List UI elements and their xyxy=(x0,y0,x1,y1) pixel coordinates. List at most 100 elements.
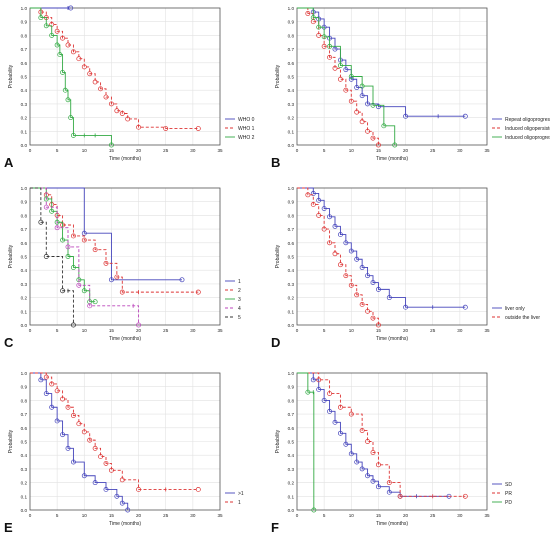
data-point xyxy=(60,237,66,243)
data-point xyxy=(43,204,49,210)
y-tick-label: 0.7 xyxy=(288,412,295,417)
x-tick-label: 10 xyxy=(349,513,355,518)
x-axis-label: Time (months) xyxy=(109,156,141,162)
data-point xyxy=(337,232,343,238)
data-point xyxy=(375,104,381,110)
x-axis-label: Time (months) xyxy=(376,336,408,342)
panel-B: 0.0 0.1 0.2 0.3 0.4 0.5 0.6 0.7 0.8 0.9 1.0 0 5 10 15 2… xyxy=(271,6,550,170)
y-tick-label: 0.3 xyxy=(21,467,28,472)
data-point xyxy=(332,65,338,71)
data-point xyxy=(68,115,74,121)
legend-label: outside the liver xyxy=(505,315,540,321)
x-tick-label: 15 xyxy=(109,328,115,333)
data-point xyxy=(103,260,109,266)
y-tick-label: 0.7 xyxy=(21,47,28,52)
data-point xyxy=(70,233,76,239)
data-point xyxy=(386,480,392,486)
data-point xyxy=(332,46,338,52)
data-point xyxy=(354,256,360,262)
data-point xyxy=(310,377,316,383)
series-line-3 xyxy=(30,187,96,303)
y-tick-label: 0.3 xyxy=(288,282,295,287)
panel-letter: B xyxy=(271,155,280,170)
data-point xyxy=(54,219,60,225)
y-tick-label: 0.9 xyxy=(288,200,295,205)
y-tick-label: 0.6 xyxy=(21,426,28,431)
legend-label: 1 xyxy=(238,279,241,285)
panel-letter: D xyxy=(271,335,280,350)
data-point xyxy=(305,11,311,16)
data-point xyxy=(348,98,354,104)
data-point xyxy=(343,240,349,246)
data-point xyxy=(332,419,338,425)
y-tick-label: 0.9 xyxy=(21,200,28,205)
data-point xyxy=(92,480,98,486)
data-point xyxy=(114,493,120,499)
series-line-1 xyxy=(297,372,449,497)
x-tick-label: 35 xyxy=(484,328,490,333)
data-point xyxy=(348,282,354,288)
data-point xyxy=(359,265,365,270)
data-point xyxy=(49,404,55,410)
panel-letter: C xyxy=(4,335,14,350)
y-tick-label: 0.3 xyxy=(288,102,295,107)
data-point xyxy=(114,274,120,280)
data-point xyxy=(76,282,82,288)
data-point xyxy=(70,413,76,418)
series-line-2 xyxy=(30,7,199,130)
y-axis-label: Probability xyxy=(8,429,14,453)
data-point xyxy=(310,201,316,207)
data-point xyxy=(462,493,468,499)
data-point xyxy=(375,322,381,328)
y-tick-label: 0.2 xyxy=(21,116,28,121)
data-point xyxy=(354,292,360,298)
y-tick-label: 0.6 xyxy=(288,426,295,431)
data-point xyxy=(60,35,66,41)
x-tick-label: 15 xyxy=(109,148,115,153)
x-axis-label: Time (months) xyxy=(109,521,141,527)
data-point xyxy=(62,87,68,93)
series-line-1 xyxy=(297,187,466,308)
legend-label: SD xyxy=(505,482,512,488)
y-tick-label: 0.8 xyxy=(288,398,295,403)
data-point xyxy=(87,71,93,77)
data-point xyxy=(343,441,349,447)
data-point xyxy=(381,123,387,129)
y-tick-label: 0.2 xyxy=(21,296,28,301)
panel-E: 0.0 0.1 0.2 0.3 0.4 0.5 0.6 0.7 0.8 0.9 1.0 0 5 10 15 2… xyxy=(4,371,244,534)
series-line-2 xyxy=(297,372,466,497)
data-point xyxy=(103,460,109,466)
y-tick-label: 0.3 xyxy=(21,102,28,107)
x-axis-label: Time (months) xyxy=(109,336,141,342)
y-tick-label: 0.8 xyxy=(21,213,28,218)
data-point xyxy=(76,421,82,427)
data-point xyxy=(195,289,201,295)
legend-label: Induced oligoprogression xyxy=(505,135,550,141)
x-axis-label: Time (months) xyxy=(376,521,408,527)
data-point xyxy=(87,303,93,309)
legend-label: 2 xyxy=(238,288,241,294)
data-point xyxy=(70,49,76,55)
x-tick-label: 15 xyxy=(109,513,115,518)
y-tick-label: 0.0 xyxy=(21,143,28,148)
data-point xyxy=(348,451,354,457)
y-tick-label: 0.1 xyxy=(288,129,295,134)
data-point xyxy=(92,299,98,305)
data-point xyxy=(359,466,365,472)
legend-label: >1 xyxy=(238,491,244,497)
data-point xyxy=(103,487,109,492)
data-point xyxy=(386,295,392,301)
y-tick-label: 0.8 xyxy=(21,33,28,38)
y-tick-label: 0.7 xyxy=(288,227,295,232)
data-point xyxy=(370,315,376,321)
data-point xyxy=(108,277,114,283)
plot-area xyxy=(29,7,221,146)
data-point xyxy=(125,507,131,513)
data-point xyxy=(108,467,114,473)
x-tick-label: 0 xyxy=(296,328,299,333)
data-point xyxy=(332,251,338,257)
legend-label: WHO 0 xyxy=(238,117,255,123)
y-tick-label: 0.1 xyxy=(288,494,295,499)
x-tick-label: 30 xyxy=(190,513,196,518)
data-point xyxy=(70,132,76,138)
